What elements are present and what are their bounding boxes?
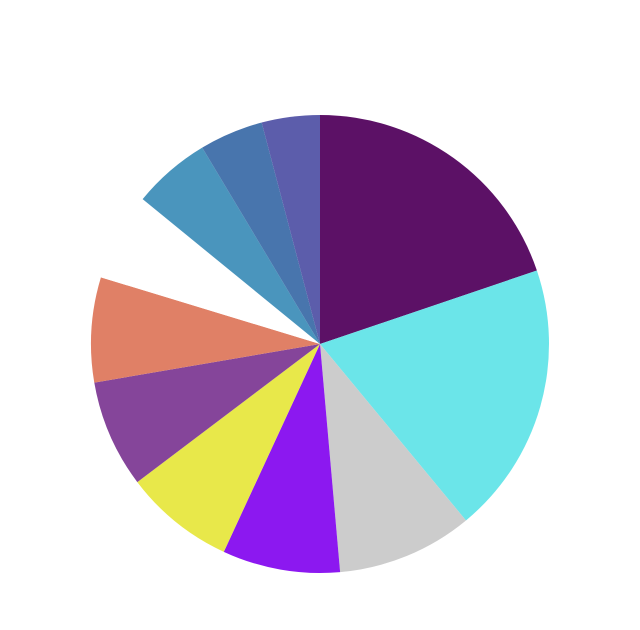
pie-slice [90,277,320,383]
pie-slice [100,199,321,344]
pie-slice [202,122,320,344]
pie-slice [223,344,341,573]
pie-slice [142,147,320,344]
pie-slice [320,270,549,521]
pie-slice [320,115,537,344]
pie-slice [94,344,320,483]
pie-slice [261,115,320,344]
pie-slice [320,344,466,573]
pie-slice [137,344,320,552]
